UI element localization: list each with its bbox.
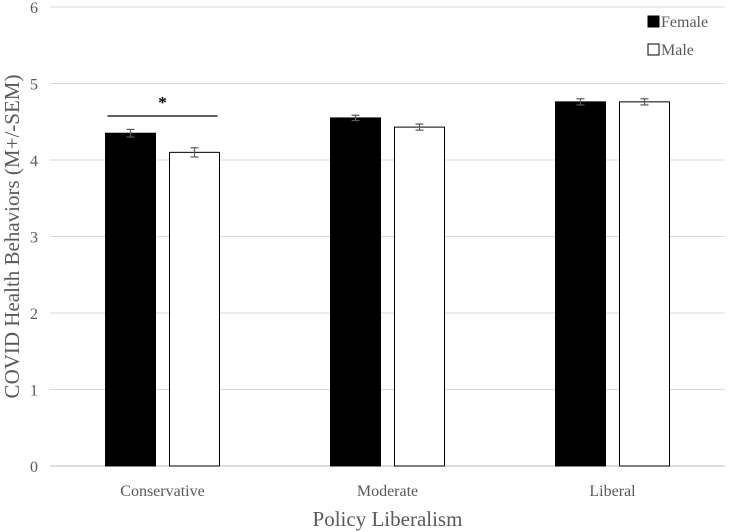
bar-female-liberal bbox=[555, 101, 606, 467]
bars bbox=[105, 98, 670, 467]
legend-swatch-female bbox=[647, 15, 660, 28]
significance-marker: * bbox=[158, 93, 167, 112]
error-bar bbox=[126, 128, 135, 138]
y-tick-label: 4 bbox=[30, 153, 38, 170]
error-bar bbox=[640, 98, 649, 106]
legend: Female Male bbox=[647, 14, 708, 59]
bar-male-conservative bbox=[169, 151, 220, 467]
gridlines bbox=[50, 6, 725, 467]
y-tick-label: 5 bbox=[30, 77, 38, 94]
y-tick-label: 6 bbox=[30, 0, 38, 17]
legend-label-female: Female bbox=[661, 14, 708, 31]
y-tick-label: 0 bbox=[30, 459, 38, 476]
bar-male-moderate bbox=[394, 126, 445, 467]
x-axis-title: Policy Liberalism bbox=[313, 507, 463, 531]
bar-male-liberal bbox=[619, 101, 670, 467]
annotations: * bbox=[107, 93, 218, 117]
legend-label-male: Male bbox=[661, 42, 694, 59]
bar-female-moderate bbox=[330, 117, 381, 467]
y-tick-label: 2 bbox=[30, 306, 38, 323]
y-tick-label: 3 bbox=[30, 230, 38, 247]
x-tick-labels: Conservative Moderate Liberal bbox=[120, 483, 636, 500]
legend-swatch-male bbox=[647, 43, 660, 56]
error-bar bbox=[190, 147, 199, 158]
x-tick-label: Liberal bbox=[589, 483, 636, 500]
error-bar bbox=[351, 114, 360, 122]
y-tick-label: 1 bbox=[30, 383, 38, 400]
x-tick-label: Conservative bbox=[120, 483, 204, 500]
bar-female-conservative bbox=[105, 132, 156, 467]
y-axis-title: COVID Health Behaviors (M+/-SEM) bbox=[0, 75, 24, 399]
x-tick-label: Moderate bbox=[357, 483, 418, 500]
error-bar bbox=[415, 123, 424, 131]
y-tick-labels: 0 1 2 3 4 5 6 bbox=[30, 0, 38, 476]
error-bar bbox=[576, 98, 585, 106]
